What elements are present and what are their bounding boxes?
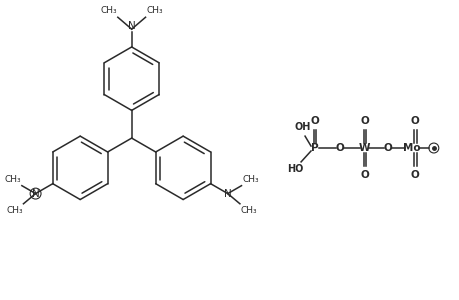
Text: O: O: [410, 116, 419, 126]
Text: N: N: [224, 189, 231, 199]
Text: O: O: [410, 170, 419, 180]
Text: O: O: [359, 116, 368, 126]
Text: P: P: [310, 143, 318, 153]
Text: O: O: [310, 116, 319, 126]
Text: O: O: [335, 143, 343, 153]
Text: CH₃: CH₃: [241, 206, 257, 215]
Text: O: O: [383, 143, 392, 153]
Text: CH₃: CH₃: [242, 175, 258, 184]
Text: CH₃: CH₃: [7, 206, 23, 215]
Text: CH₃: CH₃: [146, 6, 163, 15]
Text: Mo: Mo: [403, 143, 420, 153]
Text: W: W: [358, 143, 369, 153]
Text: N: N: [32, 189, 39, 199]
Text: CH₃: CH₃: [100, 6, 117, 15]
Text: CH₃: CH₃: [4, 175, 21, 184]
Text: HO: HO: [286, 164, 302, 174]
Text: O: O: [359, 170, 368, 180]
Text: OH: OH: [294, 122, 311, 132]
Text: N: N: [128, 21, 135, 31]
